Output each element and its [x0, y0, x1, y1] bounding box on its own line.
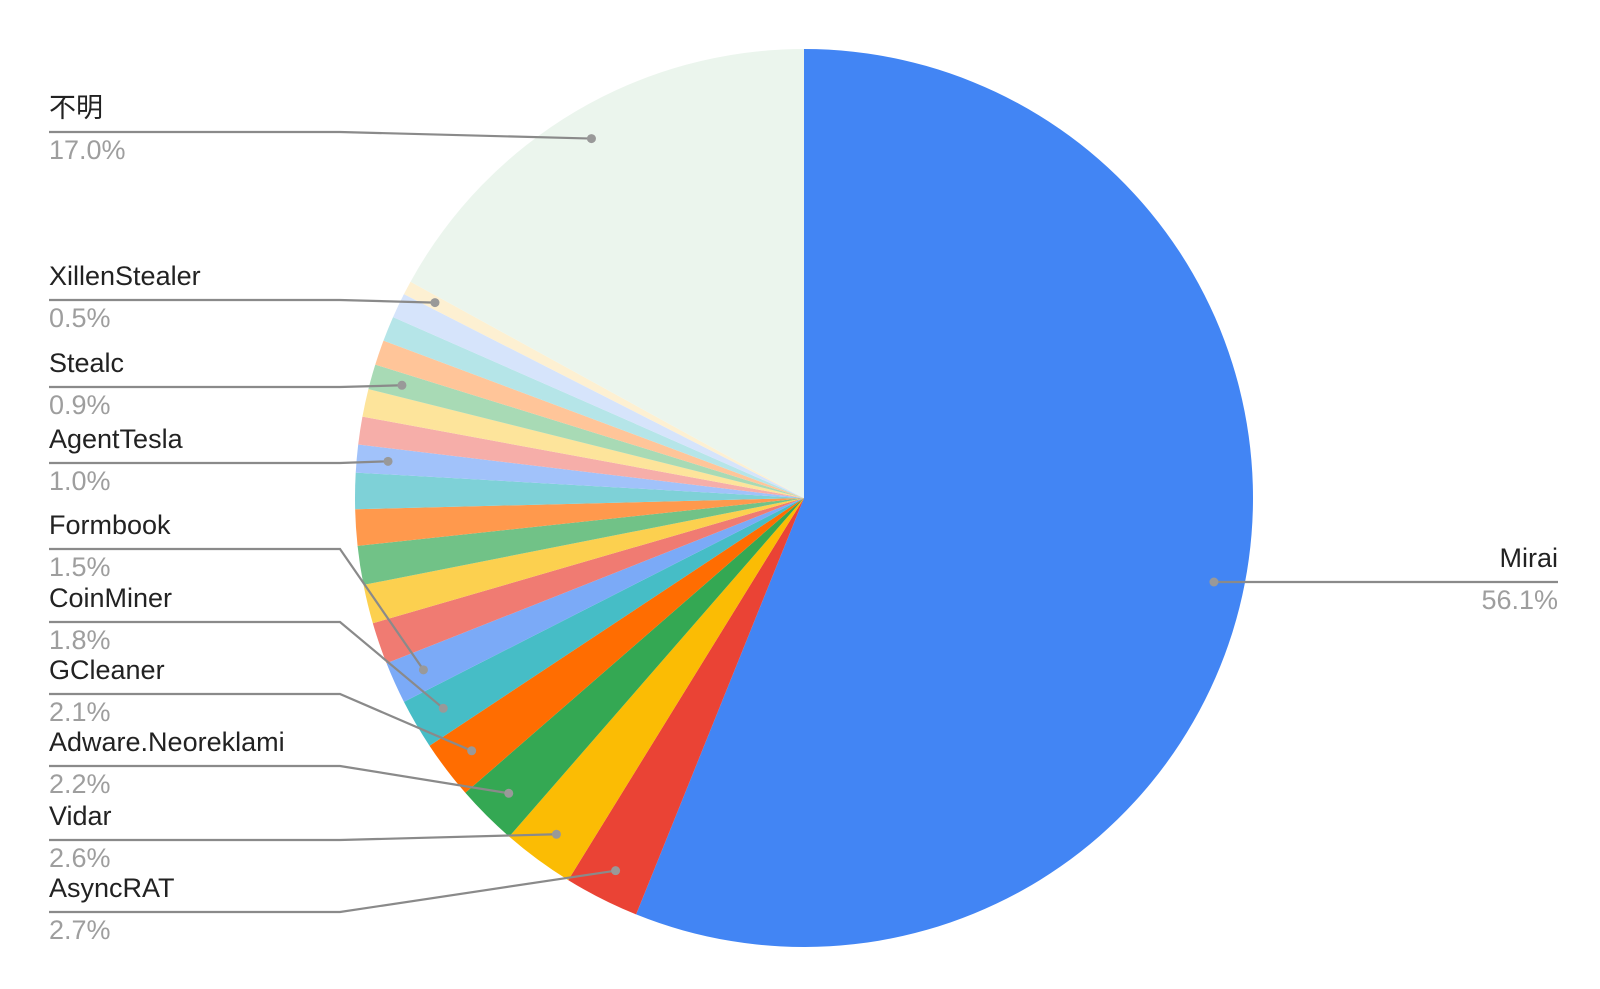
slice-label: CoinMiner [49, 583, 172, 613]
pie-slice [363, 498, 804, 624]
leader-dot [611, 866, 621, 876]
leader-dot [551, 829, 561, 839]
leader-dot [397, 380, 407, 390]
leader-line [49, 460, 389, 465]
pie-slice [403, 281, 804, 498]
pie-slice [429, 498, 804, 793]
slice-percent: 2.6% [49, 843, 111, 873]
slice-percent: 2.1% [49, 697, 111, 727]
pie-slice [375, 340, 804, 498]
slice-percent: 2.7% [49, 915, 111, 945]
leader-dot [430, 298, 440, 308]
leader-line [49, 547, 425, 671]
pie-slice [509, 498, 804, 881]
leader-line [49, 298, 435, 304]
slice-label: Formbook [49, 510, 171, 540]
leader-dot [1209, 577, 1219, 587]
slice-percent: 56.1% [1481, 585, 1558, 615]
leader-line [49, 869, 616, 914]
pie-slice [355, 472, 804, 510]
pie-slice [383, 317, 804, 498]
leader-dot [438, 703, 448, 713]
leader-dot [504, 788, 514, 798]
slice-label: Vidar [49, 801, 112, 831]
slice-label: Stealc [49, 348, 124, 378]
pie-slice [358, 416, 804, 498]
slice-label: 不明 [49, 93, 103, 123]
leader-line [49, 764, 509, 795]
leader-dot [467, 746, 477, 756]
pie-slice [357, 498, 804, 585]
slice-label: GCleaner [49, 655, 165, 685]
pie-slice [362, 389, 804, 498]
pie-slice [636, 49, 1254, 947]
slice-label: XillenStealer [49, 261, 201, 291]
slice-percent: 1.5% [49, 552, 111, 582]
pie-slice [465, 498, 804, 837]
slice-percent: 2.2% [49, 769, 111, 799]
leader-line [49, 692, 473, 752]
leader-line [49, 130, 592, 140]
slice-percent: 1.8% [49, 625, 111, 655]
slice-percent: 1.0% [49, 466, 111, 496]
leader-dot [418, 665, 428, 675]
slice-percent: 0.9% [49, 390, 111, 420]
slice-label: AgentTesla [49, 424, 184, 454]
slice-label: AsyncRAT [49, 873, 175, 903]
pie-slice [355, 444, 804, 498]
slice-percent: 0.5% [49, 303, 111, 333]
leader-line [49, 620, 444, 710]
leader-dot [383, 456, 393, 466]
pie-slice [368, 364, 804, 498]
pie-slice [355, 498, 804, 546]
slice-label: Adware.Neoreklami [49, 727, 285, 757]
pie-slice [393, 294, 804, 498]
pie-slice [372, 498, 804, 664]
slice-percent: 17.0% [49, 135, 126, 165]
pie-slice [403, 498, 804, 746]
pie-slice [410, 49, 804, 498]
pie-slice [386, 498, 804, 702]
slice-label: Mirai [1500, 543, 1559, 573]
leader-line [49, 384, 402, 389]
leader-dot [586, 134, 596, 144]
pie-slice [568, 498, 804, 915]
leader-line [49, 833, 557, 842]
